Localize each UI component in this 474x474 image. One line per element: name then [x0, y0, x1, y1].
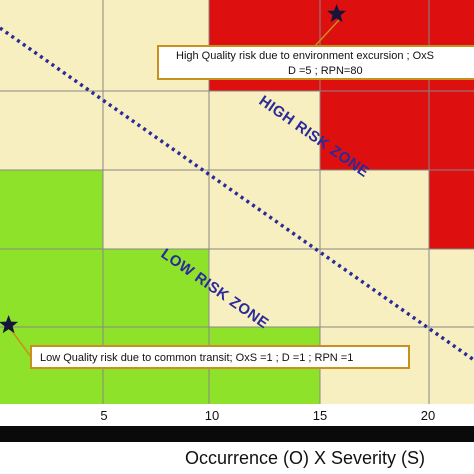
risk-cell — [320, 249, 429, 327]
risk-cell — [209, 249, 320, 327]
high-risk-callout-box — [157, 45, 474, 80]
risk-cell — [0, 0, 103, 91]
risk-cell — [103, 249, 209, 327]
x-axis-bar — [0, 426, 474, 442]
risk-cell — [0, 91, 103, 170]
risk-cell — [0, 249, 103, 327]
x-axis-ticks: 5 10 15 20 — [100, 408, 435, 423]
risk-cell — [429, 170, 474, 249]
risk-cell — [320, 91, 429, 170]
x-axis-tick-area — [0, 404, 474, 426]
x-tick-label: 10 — [205, 408, 219, 423]
high-risk-callout-line-1: High Quality risk due to environment exc… — [176, 50, 434, 62]
high-risk-callout-line-2: D =5 ; RPN=80 — [288, 65, 363, 77]
risk-cell — [209, 170, 320, 249]
risk-cell — [429, 327, 474, 404]
low-risk-callout-leader — [8, 326, 32, 358]
risk-cell — [0, 170, 103, 249]
risk-cell — [320, 170, 429, 249]
risk-cell — [103, 170, 209, 249]
x-tick-label: 5 — [100, 408, 107, 423]
low-risk-callout-line-1: Low Quality risk due to common transit; … — [40, 352, 353, 364]
risk-cell — [429, 249, 474, 327]
risk-boundary-line — [0, 26, 474, 362]
x-axis-label: Occurrence (O) X Severity (S) — [185, 448, 425, 468]
low-risk-callout-box — [30, 345, 410, 369]
risk-cell — [103, 91, 209, 170]
high-risk-star-marker — [327, 4, 347, 23]
low-risk-star-marker — [0, 315, 19, 334]
high-risk-callout-leader — [313, 19, 340, 48]
low-risk-callout: Low Quality risk due to common transit; … — [0, 315, 410, 369]
x-tick-label: 15 — [313, 408, 327, 423]
x-tick-label: 20 — [421, 408, 435, 423]
risk-cell — [429, 91, 474, 170]
risk-cell — [209, 91, 320, 170]
high-risk-callout: High Quality risk due to environment exc… — [157, 4, 474, 80]
